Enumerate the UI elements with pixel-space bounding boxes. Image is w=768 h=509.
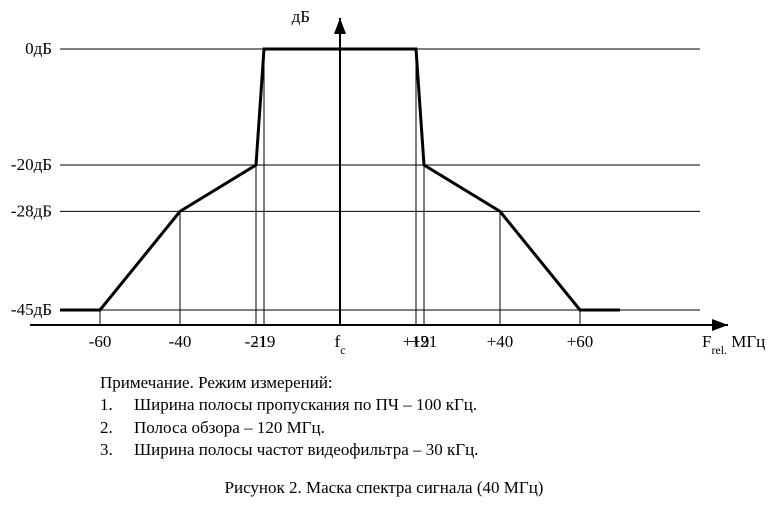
svg-text:+21: +21	[411, 332, 438, 351]
svg-text:-20дБ: -20дБ	[11, 155, 52, 174]
svg-text:-45дБ: -45дБ	[11, 300, 52, 319]
svg-text:-19: -19	[253, 332, 276, 351]
svg-text:дБ: дБ	[292, 7, 310, 26]
spectrum-mask-plot: 0дБ-20дБ-28дБ-45дБ-60-40-21-19+19+21+40+…	[0, 0, 768, 370]
figure-caption: Рисунок 2. Маска спектра сигнала (40 МГц…	[0, 478, 768, 498]
notes-item-2: 2. Полоса обзора – 120 МГц.	[100, 417, 700, 439]
svg-text:Frel. МГц: Frel. МГц	[702, 332, 765, 357]
notes-item-1: 1. Ширина полосы пропускания по ПЧ – 100…	[100, 394, 700, 416]
svg-text:0дБ: 0дБ	[25, 39, 52, 58]
notes-block: Примечание. Режим измерений: 1. Ширина п…	[100, 372, 700, 462]
svg-text:+40: +40	[487, 332, 514, 351]
svg-text:+60: +60	[567, 332, 594, 351]
svg-text:-60: -60	[89, 332, 112, 351]
notes-item-3: 3. Ширина полосы частот видеофильтра – 3…	[100, 439, 700, 461]
notes-heading: Примечание. Режим измерений:	[100, 372, 700, 394]
figure-container: { "chart": { "type": "spectral-mask", "w…	[0, 0, 768, 509]
svg-text:fc: fc	[335, 332, 346, 357]
svg-text:-28дБ: -28дБ	[11, 201, 52, 220]
svg-text:-40: -40	[169, 332, 192, 351]
